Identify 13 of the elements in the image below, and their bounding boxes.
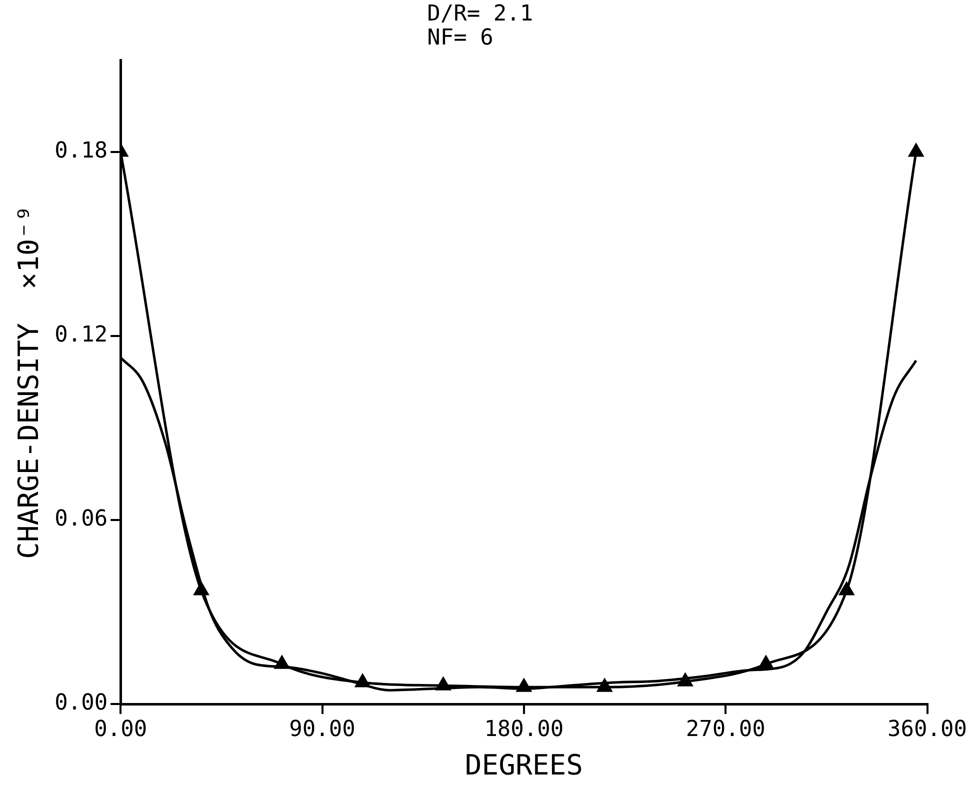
y-axis-title: CHARGE-DENSITY ×10⁻⁹ [12, 204, 46, 560]
y-tick-label: 0.06 [54, 506, 108, 532]
x-tick-label: 270.00 [686, 716, 766, 742]
x-axis-title: DEGREES [464, 748, 583, 782]
x-tick-label: 90.00 [289, 716, 356, 742]
text: NF= 6 [427, 26, 494, 51]
x-tick-label: 180.00 [484, 716, 564, 742]
text: D/R= 2.1 [427, 2, 534, 27]
y-tick-label: 0.00 [54, 690, 108, 716]
x-tick-label: 360.00 [888, 716, 968, 742]
y-tick-label: 0.12 [54, 322, 108, 348]
y-tick-label: 0.18 [54, 138, 108, 164]
x-tick-label: 0.00 [94, 716, 148, 742]
